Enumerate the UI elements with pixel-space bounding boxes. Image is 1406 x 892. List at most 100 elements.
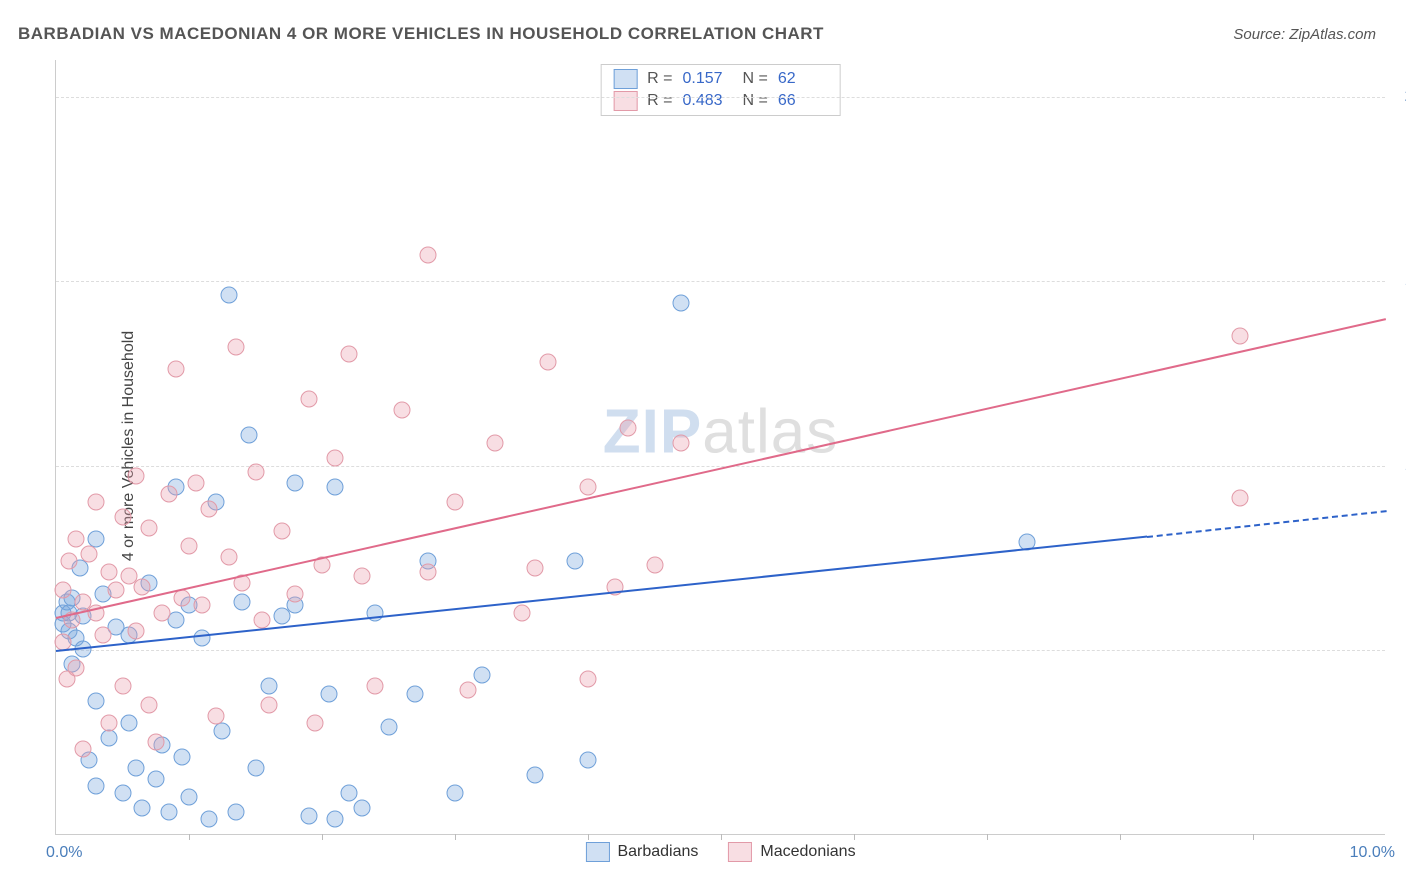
data-point	[114, 785, 131, 802]
data-point	[260, 696, 277, 713]
data-point	[353, 800, 370, 817]
legend-swatch	[613, 91, 637, 111]
n-label: N =	[743, 92, 768, 110]
data-point	[200, 811, 217, 828]
data-point	[114, 508, 131, 525]
data-point	[580, 671, 597, 688]
data-point	[87, 778, 104, 795]
y-axis-tick: 5.0%	[1395, 641, 1406, 659]
trend-line	[56, 536, 1147, 652]
data-point	[141, 696, 158, 713]
data-point	[94, 626, 111, 643]
data-point	[81, 545, 98, 562]
gridline	[56, 97, 1385, 98]
n-value: 66	[778, 92, 828, 110]
data-point	[307, 715, 324, 732]
data-point	[247, 759, 264, 776]
legend-swatch	[728, 842, 752, 862]
data-point	[393, 401, 410, 418]
data-point	[447, 493, 464, 510]
x-tick-mark	[721, 834, 722, 840]
data-point	[194, 630, 211, 647]
x-tick-mark	[854, 834, 855, 840]
data-point	[353, 567, 370, 584]
x-tick-mark	[987, 834, 988, 840]
data-point	[367, 678, 384, 695]
data-point	[214, 722, 231, 739]
data-point	[74, 741, 91, 758]
n-label: N =	[743, 70, 768, 88]
trend-line	[1146, 510, 1386, 538]
data-point	[473, 667, 490, 684]
stats-row: R =0.157N =62	[613, 68, 828, 90]
data-point	[181, 789, 198, 806]
source-name: ZipAtlas.com	[1289, 26, 1376, 43]
data-point	[227, 338, 244, 355]
n-value: 62	[778, 70, 828, 88]
data-point	[540, 353, 557, 370]
data-point	[134, 578, 151, 595]
data-point	[61, 552, 78, 569]
watermark: ZIPatlas	[603, 396, 838, 467]
data-point	[247, 464, 264, 481]
data-point	[300, 390, 317, 407]
data-point	[340, 346, 357, 363]
x-tick-mark	[1120, 834, 1121, 840]
data-point	[154, 604, 171, 621]
data-point	[1231, 490, 1248, 507]
data-point	[240, 427, 257, 444]
data-point	[1231, 327, 1248, 344]
data-point	[87, 493, 104, 510]
data-point	[114, 678, 131, 695]
x-tick-mark	[322, 834, 323, 840]
x-tick-mark	[1253, 834, 1254, 840]
data-point	[194, 597, 211, 614]
data-point	[460, 682, 477, 699]
legend-swatch	[585, 842, 609, 862]
data-point	[141, 519, 158, 536]
data-point	[486, 434, 503, 451]
data-point	[220, 549, 237, 566]
data-point	[407, 685, 424, 702]
gridline	[56, 650, 1385, 651]
data-point	[200, 501, 217, 518]
data-point	[234, 593, 251, 610]
plot-area: ZIPatlas R =0.157N =62R =0.483N =66 Barb…	[55, 60, 1385, 835]
x-tick-mark	[189, 834, 190, 840]
gridline	[56, 281, 1385, 282]
r-value: 0.483	[683, 92, 733, 110]
data-point	[673, 294, 690, 311]
r-label: R =	[647, 92, 672, 110]
data-point	[207, 707, 224, 724]
data-point	[101, 730, 118, 747]
data-point	[54, 582, 71, 599]
legend-label: Barbadians	[617, 843, 698, 861]
data-point	[327, 811, 344, 828]
data-point	[580, 479, 597, 496]
legend-item: Barbadians	[585, 842, 698, 862]
data-point	[67, 659, 84, 676]
source-label: Source:	[1233, 26, 1285, 43]
data-point	[181, 538, 198, 555]
watermark-zip: ZIP	[603, 397, 702, 466]
data-point	[101, 563, 118, 580]
data-point	[566, 552, 583, 569]
stats-legend: R =0.157N =62R =0.483N =66	[600, 64, 841, 116]
legend-label: Macedonians	[760, 843, 855, 861]
x-axis-tick-min: 0.0%	[46, 844, 82, 862]
data-point	[134, 800, 151, 817]
data-point	[107, 582, 124, 599]
chart-title: BARBADIAN VS MACEDONIAN 4 OR MORE VEHICL…	[18, 24, 824, 44]
data-point	[327, 449, 344, 466]
data-point	[220, 287, 237, 304]
data-point	[254, 611, 271, 628]
data-point	[121, 715, 138, 732]
data-point	[420, 246, 437, 263]
data-point	[127, 468, 144, 485]
data-point	[447, 785, 464, 802]
data-point	[420, 563, 437, 580]
data-point	[161, 486, 178, 503]
data-point	[340, 785, 357, 802]
x-tick-mark	[588, 834, 589, 840]
source-credit: Source: ZipAtlas.com	[1233, 26, 1376, 43]
